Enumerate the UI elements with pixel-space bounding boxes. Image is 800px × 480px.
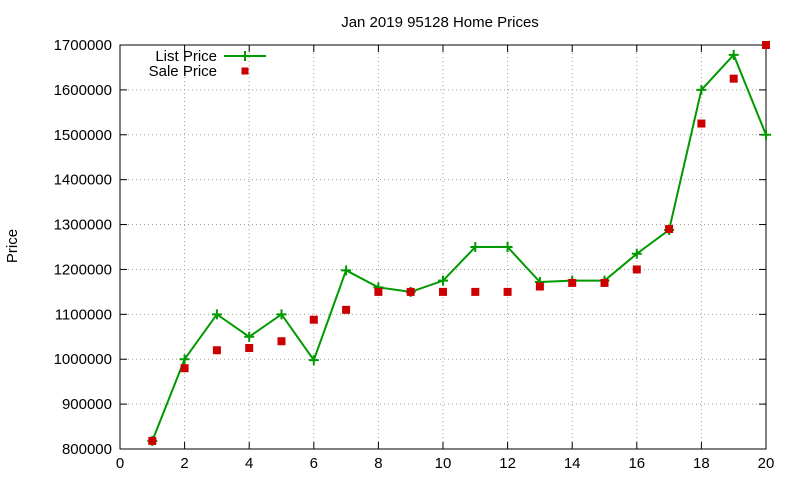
legend-label-sale-price: Sale Price — [149, 63, 217, 80]
list-price-point — [696, 84, 707, 95]
x-tick-label: 10 — [435, 455, 452, 472]
y-axis-label: Price — [4, 229, 21, 263]
legend-entry-list-price: List Price — [155, 48, 266, 65]
sale-price-point — [277, 337, 286, 346]
y-tick-label: 800000 — [62, 441, 112, 458]
x-tick-label: 8 — [374, 455, 382, 472]
sale-price-point — [697, 119, 706, 128]
x-tick-label: 12 — [499, 455, 516, 472]
x-tick-label: 2 — [180, 455, 188, 472]
x-tick-label: 14 — [564, 455, 581, 472]
legend-entry-sale-price: Sale Price — [149, 63, 249, 80]
y-tick-label: 1100000 — [55, 306, 112, 323]
sale-price-point — [342, 305, 351, 314]
list-price-point — [211, 309, 222, 320]
sale-price-point — [374, 287, 383, 296]
y-tick-label: 1600000 — [54, 82, 112, 99]
y-tick-label: 1700000 — [54, 37, 112, 54]
list-price-point — [502, 242, 513, 252]
list-price-point — [341, 265, 352, 276]
x-tick-label: 18 — [693, 455, 710, 472]
legend-label-list-price: List Price — [155, 48, 217, 65]
list-price-point — [244, 331, 255, 342]
sale-price-point — [245, 344, 254, 352]
list-price-line — [151, 53, 767, 442]
sale-price-point — [309, 315, 318, 324]
grid — [120, 45, 766, 449]
sale-price-point — [729, 74, 738, 83]
sale-price-point — [180, 364, 189, 373]
y-tick-label: 1200000 — [54, 261, 112, 278]
sale-price-point — [439, 287, 447, 296]
legend-marker-sale-price — [241, 67, 249, 75]
list-price-point — [276, 309, 287, 320]
sale-price-point — [148, 436, 157, 445]
y-tick-label: 1000000 — [54, 351, 112, 368]
x-tick-label: 6 — [310, 455, 318, 472]
x-tick-label: 16 — [628, 455, 645, 472]
x-tick-label: 20 — [758, 455, 775, 472]
sale-price-point — [665, 225, 674, 234]
sale-price-point — [471, 287, 480, 296]
list-price-point — [470, 242, 481, 252]
sale-price-point — [503, 287, 512, 296]
sale-price-point — [632, 265, 641, 274]
sale-price-point — [535, 282, 544, 291]
list-price-point — [308, 355, 319, 366]
y-tick-label: 1300000 — [54, 217, 112, 234]
sale-price-point — [600, 278, 609, 287]
sale-price-point — [406, 287, 415, 296]
y-tick-label: 1500000 — [54, 127, 112, 144]
list-price-point — [761, 129, 771, 140]
x-tick-label: 0 — [116, 455, 124, 472]
chart-title: Jan 2019 95128 Home Prices — [341, 14, 539, 31]
x-tick-label: 4 — [245, 455, 253, 472]
sale-price-point — [212, 346, 221, 355]
legend-marker-list-price — [240, 51, 250, 61]
y-tick-label: 1400000 — [54, 172, 112, 189]
sale-price-point — [762, 41, 770, 49]
series-layer — [147, 41, 771, 446]
sale-price-point — [568, 278, 577, 287]
y-tick-label: 900000 — [62, 396, 112, 413]
axis-ticks: 800000 900000 1000000 1100000 1200000 1300000… — [54, 37, 775, 472]
list-price-point — [631, 248, 642, 259]
list-price-point — [728, 49, 739, 60]
legend: List Price Sale Price — [149, 48, 266, 80]
list-price-point — [438, 275, 448, 286]
list-price-point — [179, 354, 190, 365]
